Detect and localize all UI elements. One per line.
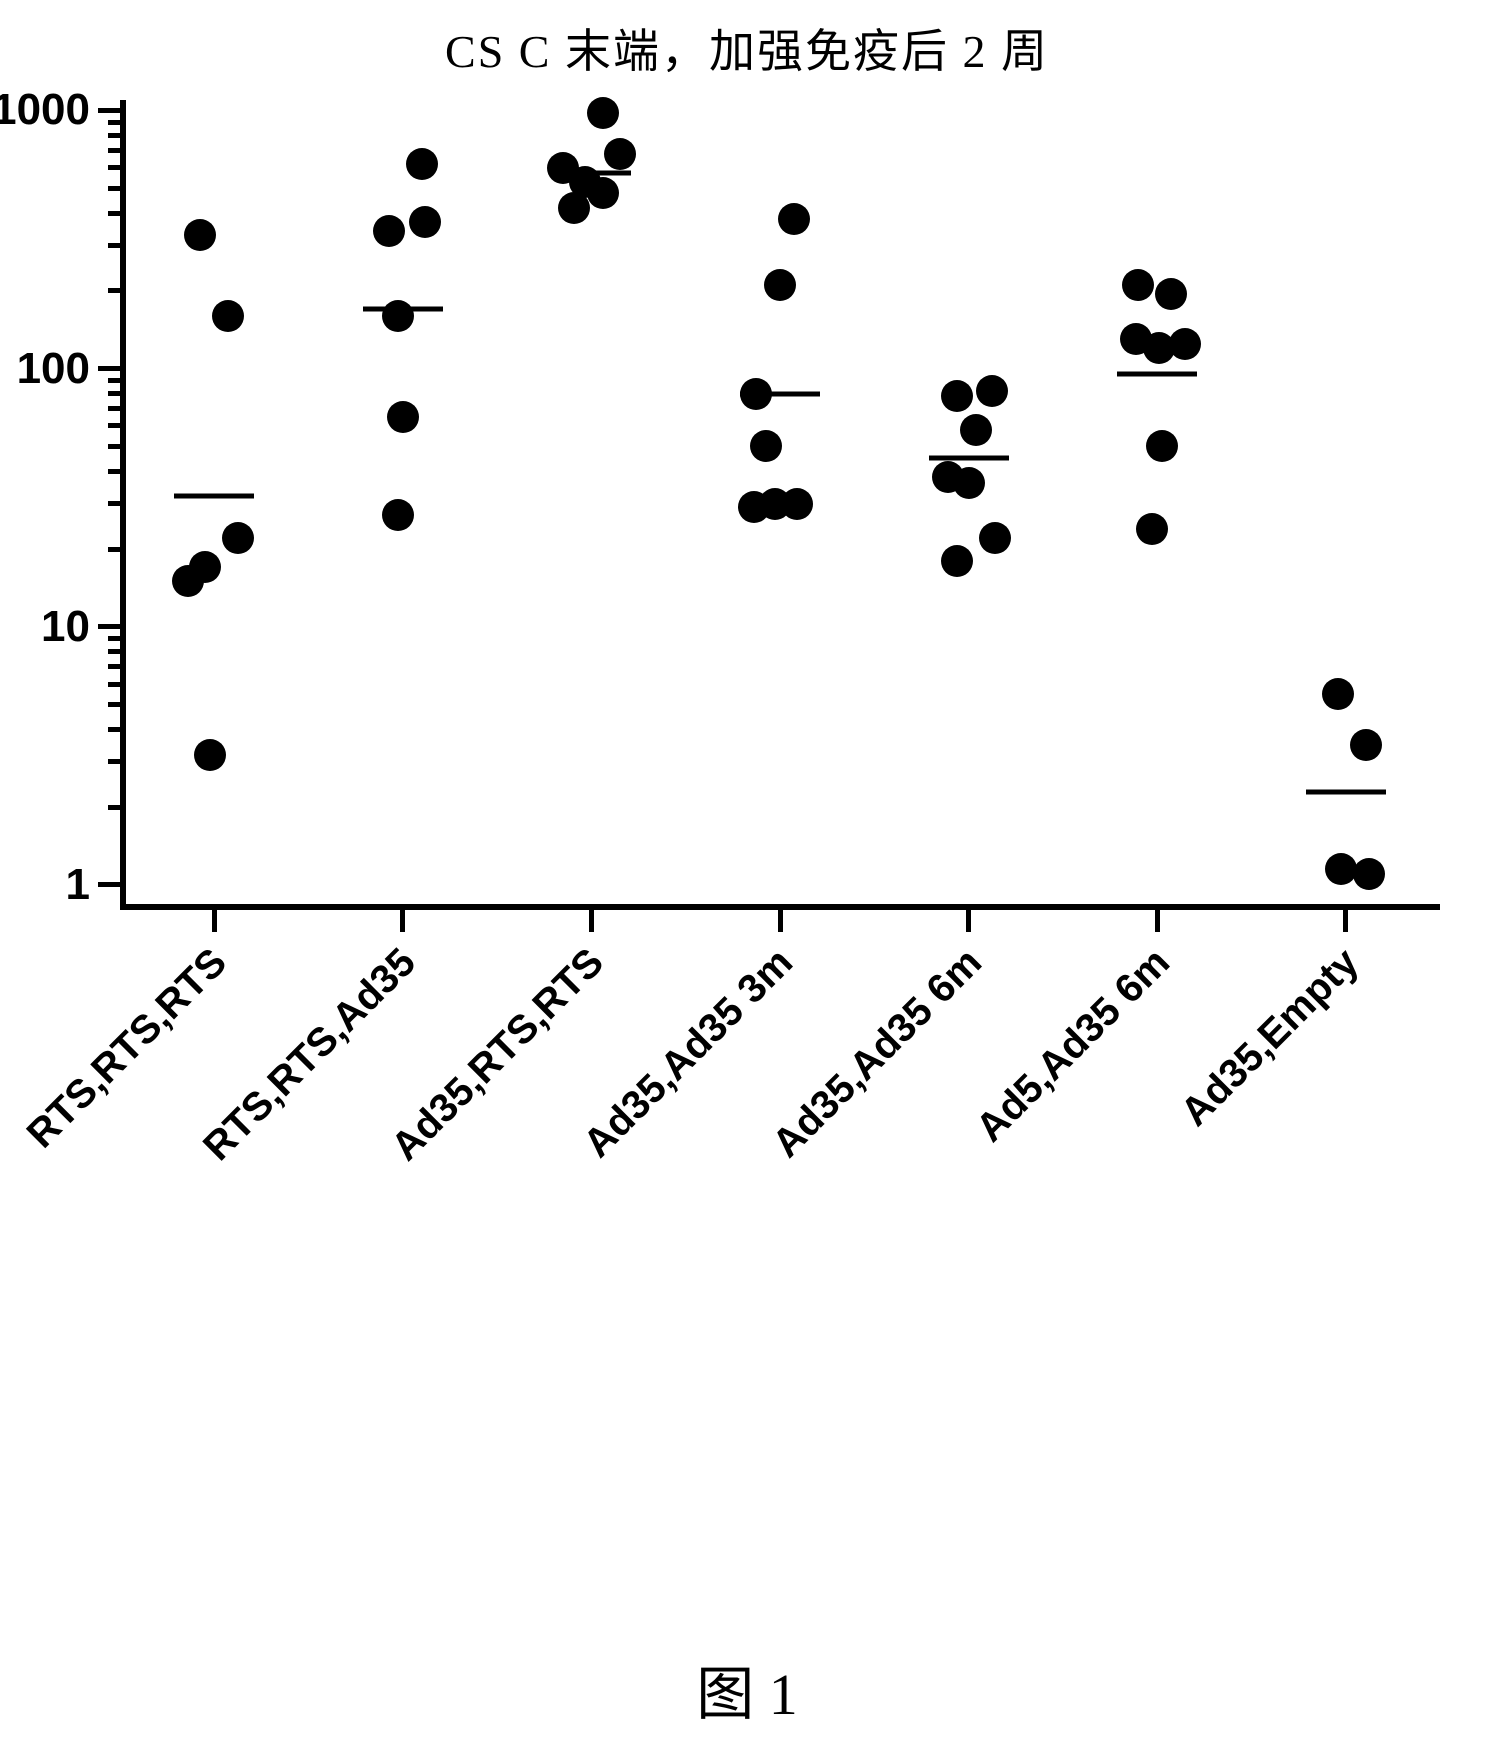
y-tick	[98, 108, 120, 113]
data-point	[750, 430, 782, 462]
y-minor-tick	[108, 805, 120, 810]
y-minor-tick	[108, 133, 120, 138]
y-minor-tick	[108, 165, 120, 170]
data-point	[979, 522, 1011, 554]
median-bar	[740, 391, 820, 396]
data-point	[172, 565, 204, 597]
y-minor-tick	[108, 186, 120, 191]
y-minor-tick	[108, 444, 120, 449]
y-minor-tick	[108, 469, 120, 474]
figure-caption: 图 1	[0, 1647, 1494, 1731]
y-tick	[98, 366, 120, 371]
y-axis	[120, 100, 126, 910]
y-minor-tick	[108, 664, 120, 669]
y-minor-tick	[108, 547, 120, 552]
y-minor-tick	[108, 391, 120, 396]
data-point	[960, 414, 992, 446]
data-point	[406, 148, 438, 180]
x-tick	[400, 910, 405, 932]
data-point	[953, 467, 985, 499]
data-point	[409, 206, 441, 238]
data-point	[1322, 678, 1354, 710]
x-tick-label: RTS,RTS,RTS	[19, 940, 236, 1157]
y-minor-tick	[108, 649, 120, 654]
y-tick	[98, 882, 120, 887]
y-minor-tick	[108, 501, 120, 506]
data-point	[604, 138, 636, 170]
y-minor-tick	[108, 120, 120, 125]
y-minor-tick	[108, 682, 120, 687]
x-tick	[778, 910, 783, 932]
y-minor-tick	[108, 727, 120, 732]
data-point	[941, 545, 973, 577]
data-point	[1155, 278, 1187, 310]
data-point	[212, 300, 244, 332]
median-bar	[551, 171, 631, 176]
y-tick-label: 100	[0, 344, 90, 394]
x-tick	[966, 910, 971, 932]
y-tick	[98, 624, 120, 629]
data-point	[194, 739, 226, 771]
y-minor-tick	[108, 211, 120, 216]
data-point	[222, 522, 254, 554]
y-minor-tick	[108, 423, 120, 428]
y-minor-tick	[108, 378, 120, 383]
data-point	[1146, 430, 1178, 462]
data-point	[1136, 513, 1168, 545]
x-tick	[1343, 910, 1348, 932]
y-minor-tick	[108, 702, 120, 707]
median-bar	[1306, 789, 1386, 794]
data-point	[976, 375, 1008, 407]
data-point	[1325, 853, 1357, 885]
y-minor-tick	[108, 406, 120, 411]
y-minor-tick	[108, 636, 120, 641]
median-bar	[929, 456, 1009, 461]
data-point	[781, 488, 813, 520]
chart-plot-area: 1101001000RTS,RTS,RTSRTS,RTS,Ad35Ad35,RT…	[120, 90, 1440, 910]
x-tick	[589, 910, 594, 932]
data-point	[587, 177, 619, 209]
data-point	[764, 269, 796, 301]
data-point	[778, 203, 810, 235]
data-point	[184, 219, 216, 251]
y-tick-label: 1	[0, 860, 90, 910]
data-point	[558, 192, 590, 224]
y-minor-tick	[108, 288, 120, 293]
y-minor-tick	[108, 759, 120, 764]
data-point	[387, 401, 419, 433]
x-tick-label: Ad35,Empty	[1172, 940, 1367, 1135]
data-point	[941, 380, 973, 412]
y-tick-label: 10	[0, 602, 90, 652]
y-tick-label: 1000	[0, 85, 90, 135]
x-tick-label: Ad5,Ad35 6m	[968, 940, 1179, 1151]
data-point	[738, 491, 770, 523]
data-point	[373, 215, 405, 247]
median-bar	[174, 494, 254, 499]
data-point	[1353, 858, 1385, 890]
data-point	[382, 300, 414, 332]
x-tick	[1155, 910, 1160, 932]
y-minor-tick	[108, 243, 120, 248]
y-minor-tick	[108, 148, 120, 153]
median-bar	[1117, 372, 1197, 377]
data-point	[1350, 729, 1382, 761]
median-bar	[363, 307, 443, 312]
data-point	[382, 499, 414, 531]
page: CS C 末端，加强免疫后 2 周 1101001000RTS,RTS,RTSR…	[0, 0, 1494, 1751]
x-tick	[212, 910, 217, 932]
chart-title: CS C 末端，加强免疫后 2 周	[0, 15, 1494, 81]
data-point	[1122, 269, 1154, 301]
data-point	[1143, 332, 1175, 364]
data-point	[587, 97, 619, 129]
